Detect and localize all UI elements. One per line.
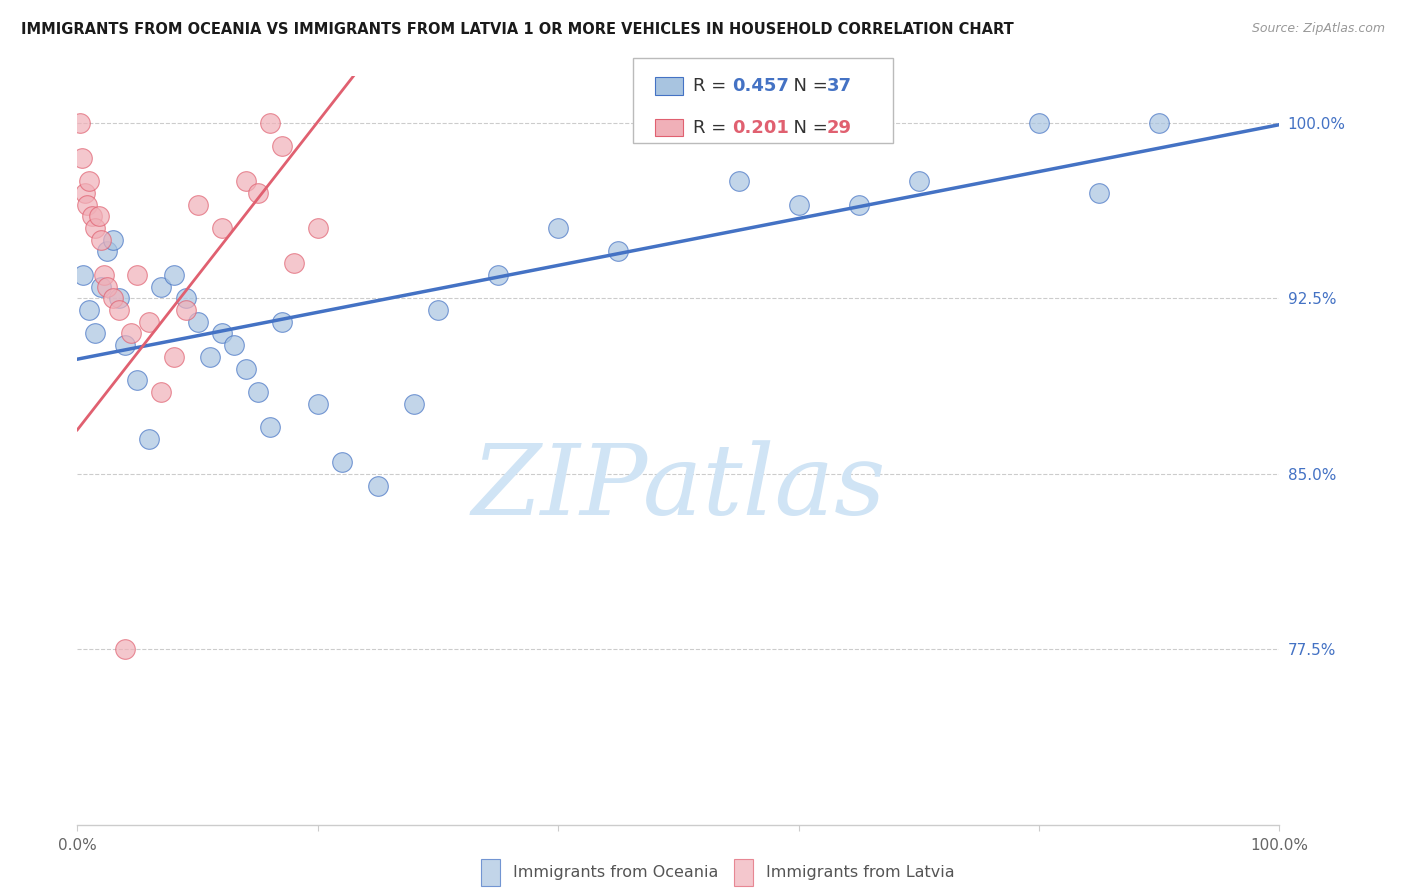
Point <box>84 221 107 235</box>
Point <box>90 279 112 293</box>
Point <box>787 197 810 211</box>
Point <box>87 210 110 224</box>
Point <box>246 186 269 200</box>
Point <box>307 221 329 235</box>
Point <box>367 478 389 492</box>
Text: ZIPatlas: ZIPatlas <box>471 441 886 535</box>
Text: Immigrants from Latvia: Immigrants from Latvia <box>766 865 955 880</box>
Text: IMMIGRANTS FROM OCEANIA VS IMMIGRANTS FROM LATVIA 1 OR MORE VEHICLES IN HOUSEHOL: IMMIGRANTS FROM OCEANIA VS IMMIGRANTS FR… <box>21 22 1014 37</box>
Point <box>80 210 103 224</box>
Point <box>402 396 425 410</box>
Point <box>330 455 353 469</box>
Point <box>1149 115 1171 129</box>
Point <box>259 420 281 434</box>
Point <box>84 326 107 341</box>
Point <box>93 268 115 282</box>
Point <box>96 244 118 259</box>
Point <box>108 291 131 305</box>
Point <box>259 115 281 129</box>
Point <box>235 174 257 188</box>
Point <box>246 384 269 399</box>
Point <box>848 197 870 211</box>
Point <box>114 338 136 352</box>
Point <box>211 326 233 341</box>
Text: N =: N = <box>782 119 834 136</box>
Point <box>127 373 149 387</box>
Point <box>186 315 209 329</box>
Point <box>727 174 749 188</box>
Point <box>138 315 160 329</box>
Point <box>70 151 93 165</box>
Point <box>908 174 931 188</box>
Point <box>73 186 96 200</box>
Point <box>222 338 245 352</box>
Point <box>96 279 118 293</box>
Point <box>427 303 450 318</box>
Point <box>1028 115 1050 129</box>
Point <box>72 268 94 282</box>
Point <box>235 361 257 376</box>
Point <box>307 396 329 410</box>
Point <box>186 197 209 211</box>
Point <box>120 326 142 341</box>
Point <box>79 303 101 318</box>
Point <box>138 432 160 446</box>
Point <box>162 350 184 364</box>
Point <box>211 221 233 235</box>
Point <box>76 197 98 211</box>
Point <box>150 279 173 293</box>
Point <box>69 115 91 129</box>
Point <box>174 291 197 305</box>
Point <box>103 233 125 247</box>
Point <box>108 303 131 318</box>
Point <box>174 303 197 318</box>
Point <box>114 642 136 657</box>
Point <box>270 139 292 153</box>
Point <box>79 174 101 188</box>
Point <box>127 268 149 282</box>
Text: 0.457: 0.457 <box>733 77 789 95</box>
Point <box>150 384 173 399</box>
Point <box>607 244 630 259</box>
Point <box>90 233 112 247</box>
Text: 37: 37 <box>827 77 852 95</box>
Text: N =: N = <box>782 77 834 95</box>
Point <box>486 268 509 282</box>
Point <box>1088 186 1111 200</box>
Text: 29: 29 <box>827 119 852 136</box>
Text: Immigrants from Oceania: Immigrants from Oceania <box>513 865 718 880</box>
Text: R =: R = <box>693 119 733 136</box>
Text: R =: R = <box>693 77 733 95</box>
Text: 0.201: 0.201 <box>733 119 789 136</box>
Point <box>270 315 292 329</box>
Point <box>162 268 184 282</box>
Point <box>547 221 569 235</box>
Point <box>198 350 221 364</box>
Point <box>283 256 305 270</box>
Point <box>668 115 690 129</box>
Text: Source: ZipAtlas.com: Source: ZipAtlas.com <box>1251 22 1385 36</box>
Point <box>103 291 125 305</box>
